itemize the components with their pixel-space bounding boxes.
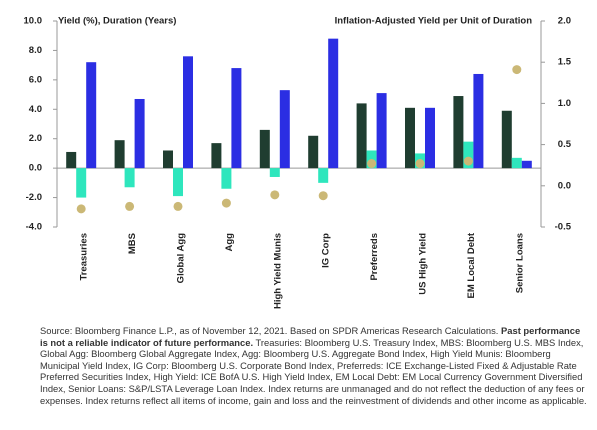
y2-tick-label: 0.0 bbox=[558, 180, 571, 191]
bar bbox=[173, 168, 183, 197]
y-tick-label: 10.0 bbox=[24, 16, 43, 27]
dot bbox=[415, 159, 425, 169]
dot bbox=[463, 156, 473, 166]
dot bbox=[173, 201, 183, 211]
y2-tick-label: 1.0 bbox=[558, 98, 571, 109]
y2-axis-title: Inflation-Adjusted Yield per Unit of Dur… bbox=[335, 16, 533, 27]
bar bbox=[66, 151, 77, 169]
dot bbox=[318, 191, 328, 201]
dot bbox=[270, 190, 280, 200]
y-tick-label: 6.0 bbox=[29, 74, 42, 85]
x-tick-label: Preferreds bbox=[369, 233, 380, 281]
footnote: Source: Bloomberg Finance L.P., as of No… bbox=[40, 325, 588, 406]
x-tick-label: Global Agg bbox=[176, 233, 187, 284]
chart: Yield (%), Duration (Years) Inflation-Ad… bbox=[24, 16, 572, 310]
bar bbox=[405, 107, 415, 169]
x-tick-label: Senior Loans bbox=[514, 233, 525, 293]
bar bbox=[269, 168, 280, 177]
y-axis-title: Yield (%), Duration (Years) bbox=[58, 16, 176, 27]
bar bbox=[511, 157, 522, 169]
dot bbox=[367, 159, 377, 169]
bar bbox=[356, 103, 367, 169]
y2-tick-label: 2.0 bbox=[558, 16, 571, 27]
footnote-emphasis: Past performance is not a reliable indic… bbox=[40, 325, 581, 348]
x-tick-label: US High Yield bbox=[418, 233, 429, 295]
y-tick-label: -4.0 bbox=[26, 222, 42, 233]
dot bbox=[221, 198, 231, 208]
bar bbox=[521, 160, 532, 169]
bar bbox=[221, 168, 232, 189]
y2-tick-label: -0.5 bbox=[555, 222, 572, 233]
x-tick-label: Agg bbox=[224, 233, 235, 252]
bar bbox=[453, 96, 464, 169]
footnote-lead: Source: Bloomberg Finance L.P., as of No… bbox=[40, 325, 499, 336]
y2-tick-label: 1.5 bbox=[558, 57, 572, 68]
dot bbox=[76, 204, 86, 214]
bar bbox=[86, 62, 97, 169]
bar bbox=[318, 168, 329, 183]
footnote-body: Treasuries: Bloomberg U.S. Treasury Inde… bbox=[40, 336, 587, 406]
bar bbox=[279, 90, 290, 169]
bar bbox=[76, 168, 87, 198]
dot bbox=[512, 65, 522, 75]
bar bbox=[124, 168, 135, 188]
y-tick-label: -2.0 bbox=[26, 192, 42, 203]
dot bbox=[125, 201, 135, 211]
bar bbox=[308, 135, 319, 169]
bar bbox=[134, 98, 145, 169]
bar bbox=[328, 38, 339, 169]
bar bbox=[501, 110, 512, 169]
y-tick-label: 2.0 bbox=[29, 133, 42, 144]
bar bbox=[425, 107, 435, 169]
y-tick-label: 0.0 bbox=[29, 163, 42, 174]
x-tick-label: Treasuries bbox=[79, 233, 90, 281]
bar bbox=[473, 73, 484, 169]
bar bbox=[211, 143, 222, 169]
x-tick-label: MBS bbox=[127, 233, 138, 254]
x-tick-label: High Yield Munis bbox=[272, 233, 283, 309]
x-tick-label: EM Local Debt bbox=[466, 232, 477, 298]
y-tick-label: 4.0 bbox=[29, 104, 42, 115]
y2-tick-label: 0.5 bbox=[558, 139, 572, 150]
bar bbox=[114, 140, 125, 169]
bar bbox=[259, 129, 270, 169]
bar bbox=[163, 150, 173, 169]
bar bbox=[183, 56, 193, 169]
bar bbox=[376, 93, 387, 169]
bar bbox=[231, 68, 242, 169]
bar bbox=[463, 141, 474, 169]
x-tick-label: IG Corp bbox=[321, 233, 332, 268]
y-tick-label: 8.0 bbox=[29, 45, 42, 56]
